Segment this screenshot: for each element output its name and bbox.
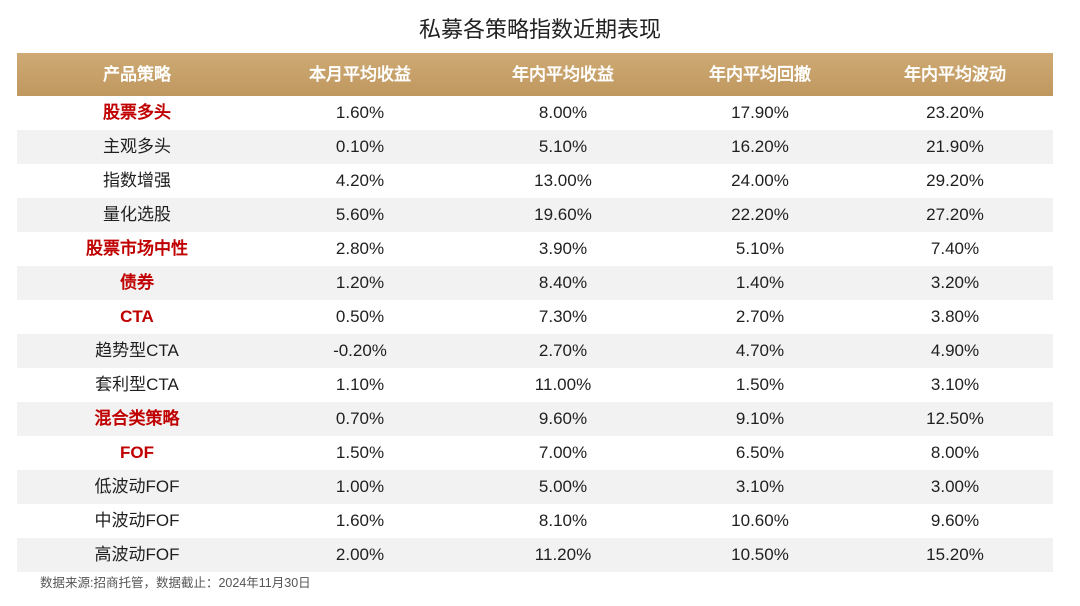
monthly-avg-return-cell: 2.00% <box>335 545 385 564</box>
ytd-avg-volatility-cell: 4.90% <box>930 341 980 360</box>
header-ytd-avg-return: 年内平均收益 <box>512 65 614 84</box>
strategy-performance-table: 产品策略 本月平均收益 年内平均收益 年内平均回撤 年内平均波动 股票多头 1.6… <box>17 53 1053 572</box>
ytd-avg-return-cell: 19.60% <box>534 205 592 224</box>
strategy-category-label: 债券 <box>120 273 154 292</box>
header-strategy: 产品策略 <box>103 65 171 84</box>
monthly-avg-return-cell: 1.10% <box>335 375 385 394</box>
ytd-avg-return-cell: 9.60% <box>538 409 588 428</box>
ytd-avg-volatility-cell: 21.90% <box>926 137 984 156</box>
strategy-sub-label: 中波动FOF <box>94 511 180 530</box>
ytd-avg-return-cell: 11.00% <box>534 375 592 394</box>
table-row: 混合类策略 0.70% 9.60% 9.10% 12.50% <box>17 402 1053 436</box>
strategy-sub-label: 量化选股 <box>103 205 171 224</box>
strategy-category-label: 股票市场中性 <box>86 239 188 258</box>
header-ytd-avg-drawdown: 年内平均回撤 <box>709 65 811 84</box>
header-monthly-avg-return: 本月平均收益 <box>309 65 411 84</box>
ytd-avg-return-cell: 7.00% <box>538 443 588 462</box>
ytd-avg-drawdown-cell: 6.50% <box>735 443 785 462</box>
table-row: 主观多头 0.10% 5.10% 16.20% 21.90% <box>17 130 1053 164</box>
table-row: FOF 1.50% 7.00% 6.50% 8.00% <box>17 436 1053 470</box>
strategy-category-label: 混合类策略 <box>94 409 180 428</box>
strategy-category-label: FOF <box>120 443 154 462</box>
ytd-avg-return-cell: 5.00% <box>538 477 588 496</box>
ytd-avg-drawdown-cell: 10.60% <box>731 511 789 530</box>
ytd-avg-return-cell: 8.10% <box>538 511 588 530</box>
ytd-avg-return-cell: 5.10% <box>538 137 588 156</box>
ytd-avg-drawdown-cell: 1.50% <box>735 375 785 394</box>
monthly-avg-return-cell: 1.00% <box>335 477 385 496</box>
ytd-avg-volatility-cell: 8.00% <box>930 443 980 462</box>
ytd-avg-drawdown-cell: 1.40% <box>735 273 785 292</box>
monthly-avg-return-cell: 4.20% <box>335 171 385 190</box>
table-row: 股票市场中性 2.80% 3.90% 5.10% 7.40% <box>17 232 1053 266</box>
table-row: 中波动FOF 1.60% 8.10% 10.60% 9.60% <box>17 504 1053 538</box>
ytd-avg-return-cell: 7.30% <box>538 307 588 326</box>
monthly-avg-return-cell: -0.20% <box>333 341 387 360</box>
ytd-avg-volatility-cell: 3.20% <box>930 273 980 292</box>
ytd-avg-drawdown-cell: 16.20% <box>731 137 789 156</box>
ytd-avg-volatility-cell: 23.20% <box>926 103 984 122</box>
monthly-avg-return-cell: 5.60% <box>335 205 385 224</box>
table-row: CTA 0.50% 7.30% 2.70% 3.80% <box>17 300 1053 334</box>
table-row: 低波动FOF 1.00% 5.00% 3.10% 3.00% <box>17 470 1053 504</box>
ytd-avg-volatility-cell: 12.50% <box>926 409 984 428</box>
table-body: 股票多头 1.60% 8.00% 17.90% 23.20% 主观多头 0.10% 5.10%… <box>17 96 1053 572</box>
strategy-sub-label: 趋势型CTA <box>95 341 179 360</box>
monthly-avg-return-cell: 1.20% <box>335 273 385 292</box>
table-row: 套利型CTA 1.10% 11.00% 1.50% 3.10% <box>17 368 1053 402</box>
strategy-category-label: 股票多头 <box>103 103 171 122</box>
table-row: 趋势型CTA -0.20% 2.70% 4.70% 4.90% <box>17 334 1053 368</box>
monthly-avg-return-cell: 1.60% <box>335 103 385 122</box>
strategy-sub-label: 指数增强 <box>103 171 171 190</box>
header-ytd-avg-volatility: 年内平均波动 <box>904 65 1006 84</box>
ytd-avg-volatility-cell: 3.00% <box>930 477 980 496</box>
ytd-avg-return-cell: 2.70% <box>538 341 588 360</box>
ytd-avg-return-cell: 11.20% <box>534 545 592 564</box>
ytd-avg-volatility-cell: 27.20% <box>926 205 984 224</box>
strategy-sub-label: 主观多头 <box>103 137 171 156</box>
ytd-avg-drawdown-cell: 24.00% <box>731 171 789 190</box>
table-row: 高波动FOF 2.00% 11.20% 10.50% 15.20% <box>17 538 1053 572</box>
ytd-avg-return-cell: 3.90% <box>538 239 588 258</box>
table-row: 债券 1.20% 8.40% 1.40% 3.20% <box>17 266 1053 300</box>
monthly-avg-return-cell: 2.80% <box>335 239 385 258</box>
ytd-avg-drawdown-cell: 3.10% <box>735 477 785 496</box>
ytd-avg-volatility-cell: 3.10% <box>930 375 980 394</box>
table-row: 指数增强 4.20% 13.00% 24.00% 29.20% <box>17 164 1053 198</box>
ytd-avg-volatility-cell: 3.80% <box>930 307 980 326</box>
strategy-sub-label: 低波动FOF <box>94 477 180 496</box>
ytd-avg-drawdown-cell: 2.70% <box>735 307 785 326</box>
ytd-avg-drawdown-cell: 17.90% <box>731 103 789 122</box>
ytd-avg-return-cell: 8.00% <box>538 103 588 122</box>
data-source-footnote: 数据来源:招商托管，数据截止：2024年11月30日 <box>40 576 311 590</box>
monthly-avg-return-cell: 1.60% <box>335 511 385 530</box>
ytd-avg-volatility-cell: 15.20% <box>926 545 984 564</box>
ytd-avg-return-cell: 13.00% <box>534 171 592 190</box>
monthly-avg-return-cell: 0.70% <box>335 409 385 428</box>
strategy-sub-label: 高波动FOF <box>94 545 180 564</box>
table-row: 股票多头 1.60% 8.00% 17.90% 23.20% <box>17 96 1053 130</box>
ytd-avg-drawdown-cell: 10.50% <box>731 545 789 564</box>
table-header-row: 产品策略 本月平均收益 年内平均收益 年内平均回撤 年内平均波动 <box>17 53 1053 96</box>
monthly-avg-return-cell: 0.50% <box>335 307 385 326</box>
table-title: 私募各策略指数近期表现 <box>418 17 661 42</box>
ytd-avg-drawdown-cell: 9.10% <box>735 409 785 428</box>
ytd-avg-drawdown-cell: 5.10% <box>735 239 785 258</box>
ytd-avg-drawdown-cell: 4.70% <box>735 341 785 360</box>
ytd-avg-return-cell: 8.40% <box>538 273 588 292</box>
strategy-category-label: CTA <box>120 307 154 326</box>
monthly-avg-return-cell: 0.10% <box>335 137 385 156</box>
ytd-avg-volatility-cell: 9.60% <box>930 511 980 530</box>
ytd-avg-volatility-cell: 29.20% <box>926 171 984 190</box>
monthly-avg-return-cell: 1.50% <box>335 443 385 462</box>
table-row: 量化选股 5.60% 19.60% 22.20% 27.20% <box>17 198 1053 232</box>
ytd-avg-volatility-cell: 7.40% <box>930 239 980 258</box>
strategy-sub-label: 套利型CTA <box>95 375 179 394</box>
ytd-avg-drawdown-cell: 22.20% <box>731 205 789 224</box>
